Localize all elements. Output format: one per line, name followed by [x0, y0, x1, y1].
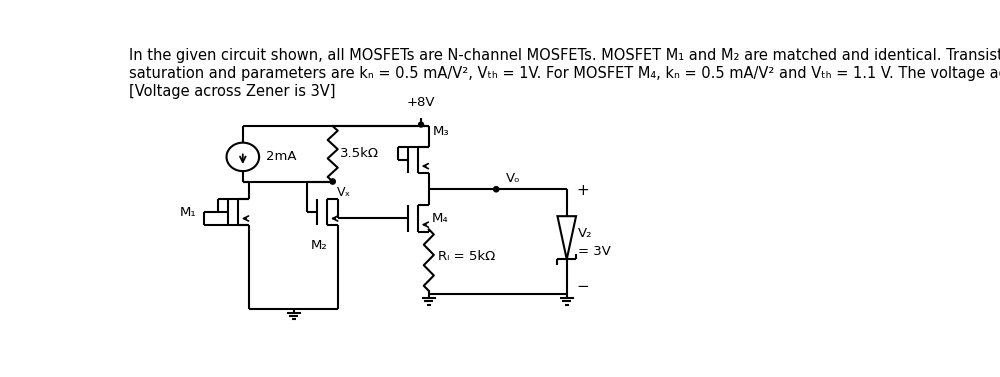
Text: −: − — [576, 279, 589, 294]
Circle shape — [494, 187, 499, 192]
Text: +: + — [576, 183, 589, 198]
Text: M₂: M₂ — [310, 239, 327, 251]
Text: saturation and parameters are kₙ = 0.5 mA/V², Vₜₕ = 1V. For MOSFET M₄, kₙ = 0.5 : saturation and parameters are kₙ = 0.5 m… — [129, 66, 1000, 82]
Text: +8V: +8V — [407, 96, 435, 109]
Text: M₄: M₄ — [432, 212, 449, 225]
Text: Rₗ = 5kΩ: Rₗ = 5kΩ — [438, 250, 495, 264]
Text: Vₓ: Vₓ — [337, 186, 351, 199]
Text: 2mA: 2mA — [266, 150, 297, 163]
Text: M₃: M₃ — [433, 125, 449, 138]
Text: In the given circuit shown, all MOSFETs are N-channel MOSFETs. MOSFET M₁ and M₂ : In the given circuit shown, all MOSFETs … — [129, 48, 1000, 63]
Circle shape — [330, 179, 335, 184]
Text: [Voltage across Zener is 3V]: [Voltage across Zener is 3V] — [129, 84, 335, 99]
Text: Vₒ: Vₒ — [506, 172, 521, 185]
Text: V₂: V₂ — [578, 227, 593, 241]
Text: 3.5kΩ: 3.5kΩ — [340, 147, 379, 160]
Text: M₁: M₁ — [180, 206, 196, 219]
Text: = 3V: = 3V — [578, 245, 611, 258]
Circle shape — [419, 122, 424, 127]
